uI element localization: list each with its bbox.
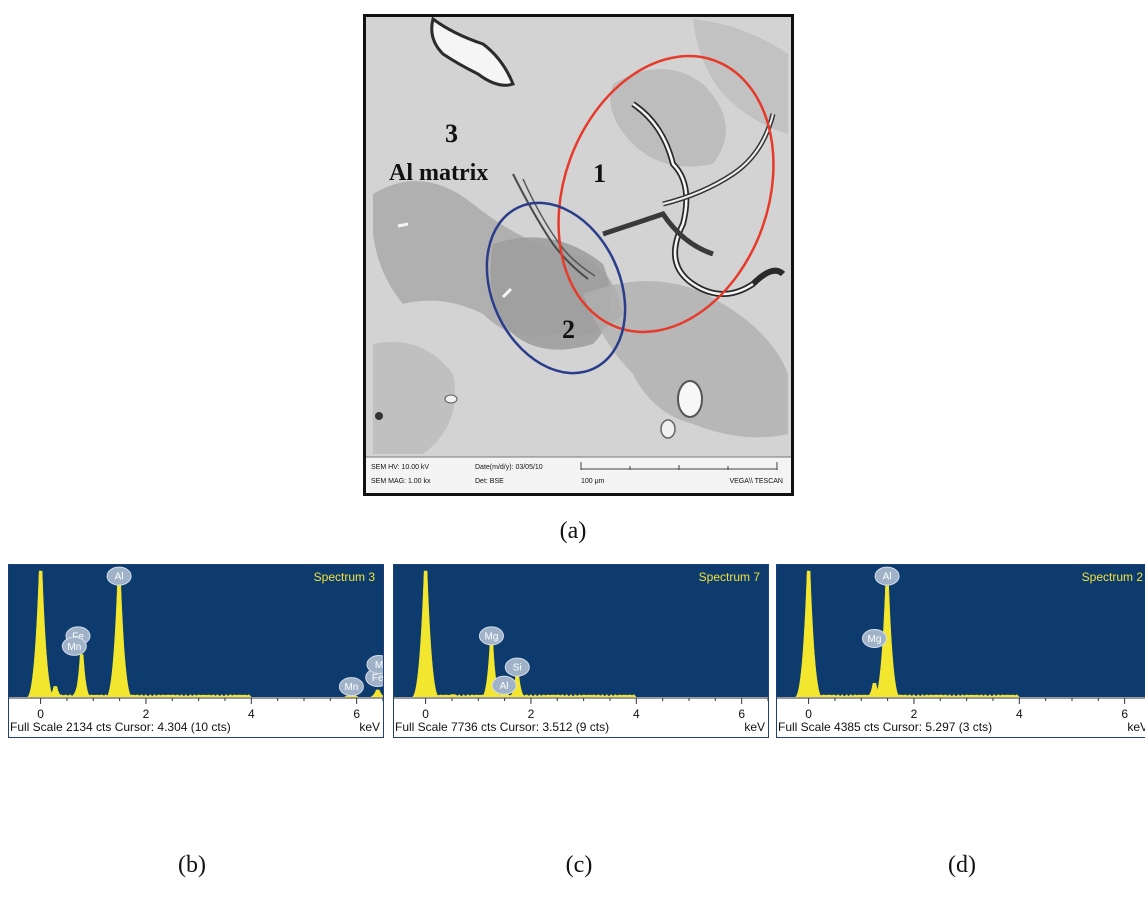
x-tick-label: 6 (738, 707, 745, 721)
sem-micrograph-panel: 3 Al matrix 1 2 SEM HV: 10.00 kV Date(m/… (363, 14, 794, 496)
peak-label-text: Al (500, 681, 509, 692)
x-tick-label: 4 (1016, 707, 1023, 721)
peak-label-badge (874, 566, 900, 586)
peak-label-text: Mg (484, 631, 498, 642)
spectrum-footer: Full Scale 4385 cts Cursor: 5.297 (3 cts… (778, 720, 992, 734)
spectrum-chart-d: Spectrum 2 Al Mg 0 2 4 6 Full Scale 4385 cts Cu… (777, 565, 1145, 737)
peak-label-badge (106, 566, 132, 586)
x-tick-label: 2 (143, 707, 150, 721)
caption-d: (d) (948, 852, 976, 878)
x-tick-label: 0 (422, 707, 429, 721)
sem-scale-text: 100 μm (581, 478, 605, 485)
peak-label-text: Mn (67, 642, 81, 653)
spectrum-title: Spectrum 3 (314, 570, 376, 584)
spectrum-baseline (436, 694, 637, 697)
peak-label-badge (491, 675, 517, 695)
x-tick-label: 0 (37, 707, 44, 721)
peak-label-text: Fe (372, 673, 383, 684)
peak-label-mg: Mg (478, 626, 504, 646)
x-tick-label: 6 (353, 707, 360, 721)
peak-label-text: M (375, 660, 383, 671)
peak-label-badge (504, 657, 530, 677)
peak-label-m: M (366, 655, 383, 674)
caption-b: (b) (178, 852, 206, 878)
spectrum-unit: keV (359, 720, 380, 734)
peak-label-badge (861, 629, 887, 648)
x-tick-label: 2 (528, 707, 535, 721)
peak-label-text: Si (513, 663, 522, 674)
spectrum-panel-c: Spectrum 7 Mg Si Al 0 2 4 6 Full Scale 7736 cts … (393, 564, 769, 738)
peak-label-text: Mn (344, 682, 358, 693)
sem-brand-text: VEGA\\ TESCAN (729, 478, 783, 485)
spectrum-title: Spectrum 7 (699, 570, 761, 584)
spectrum-plot-area (9, 565, 383, 697)
spectrum-peak (27, 570, 54, 698)
x-tick-label: 0 (805, 707, 812, 721)
sem-mag-text: SEM MAG: 1.00 kx (371, 478, 431, 485)
al-matrix-label: Al matrix (389, 160, 488, 186)
peak-label-text: Al (883, 572, 892, 583)
peak-label-mg: Mg (861, 629, 887, 648)
spectrum-unit: keV (744, 720, 765, 734)
spectrum-peak (72, 654, 91, 698)
spectrum-title: Spectrum 2 (1082, 570, 1144, 584)
peak-label-badge (61, 636, 87, 656)
caption-c: (c) (565, 852, 593, 878)
region3-label: 3 (445, 119, 458, 148)
region2-ellipse (485, 201, 627, 375)
spectrum-baseline (819, 694, 1020, 697)
spectrum-peak (370, 689, 383, 698)
spectrum-plot-area (777, 565, 1145, 697)
sem-hv-text: SEM HV: 10.00 kV (371, 464, 429, 471)
peak-label-al: Al (491, 675, 517, 695)
spectrum-unit: keV (1127, 720, 1145, 734)
sem-date-text: Date(m/d/y): 03/05/10 (475, 464, 543, 471)
peak-label-badge (366, 655, 383, 674)
sem-det-text: Det: BSE (475, 478, 504, 485)
region1-ellipse (557, 54, 775, 334)
spectrum-footer: Full Scale 7736 cts Cursor: 3.512 (9 cts… (395, 720, 609, 734)
spectrum-baseline (51, 694, 252, 697)
peak-label-text: Mg (867, 634, 881, 645)
region1-label: 1 (593, 159, 606, 188)
spectrum-peak (795, 570, 822, 698)
peak-label-text: Al (115, 572, 124, 583)
x-tick-label: 2 (911, 707, 918, 721)
peak-label-al: Al (106, 566, 132, 586)
peak-label-si: Si (504, 657, 530, 677)
spectrum-panel-d: Spectrum 2 Al Mg 0 2 4 6 Full Scale 4385 cts Cu… (776, 564, 1145, 738)
spectrum-footer: Full Scale 2134 cts Cursor: 4.304 (10 ct… (10, 720, 231, 734)
x-tick-label: 4 (248, 707, 255, 721)
scale-bar (580, 462, 778, 470)
peak-label-badge (338, 677, 364, 697)
x-tick-label: 4 (633, 707, 640, 721)
peak-label-mn: Mn (338, 677, 364, 697)
peak-label-al: Al (874, 566, 900, 586)
peak-label-text: Fe (72, 631, 84, 642)
region2-label: 2 (562, 315, 575, 344)
spectrum-peak (412, 570, 439, 698)
spectrum-axis-area (394, 697, 768, 737)
caption-a: (a) (559, 518, 587, 544)
x-tick-label: 6 (1121, 707, 1128, 721)
sem-micrograph: 3 Al matrix 1 2 SEM HV: 10.00 kV Date(m/… (363, 14, 794, 496)
spectrum-axis-area (777, 697, 1145, 737)
spectrum-plot-area (394, 565, 768, 697)
spectrum-chart-c: Spectrum 7 Mg Si Al 0 2 4 6 Full Scale 7736 cts … (394, 565, 768, 737)
spectrum-panel-b: Spectrum 3 Al Fe Mn Mn Fe M 0 2 4 6 Full Scale 2134… (8, 564, 384, 738)
peak-label-mn: Mn (61, 636, 87, 656)
spectrum-axis-area (9, 697, 383, 737)
peak-label-badge (478, 626, 504, 646)
